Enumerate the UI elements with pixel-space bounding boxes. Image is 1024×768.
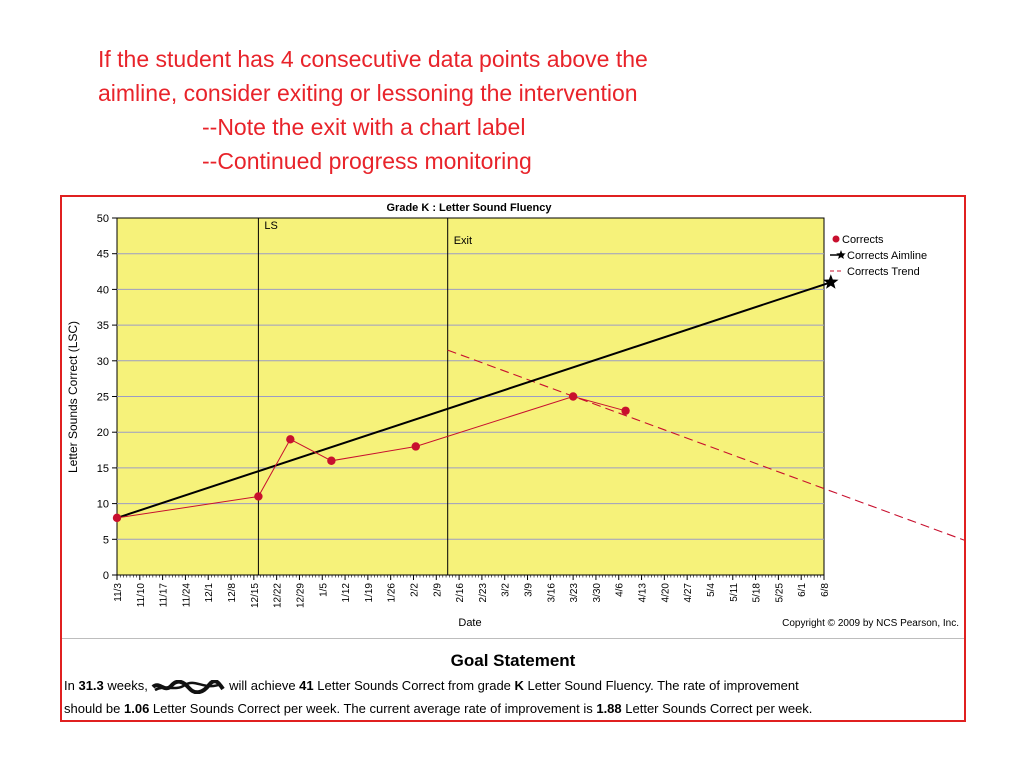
- goal-statement: Goal Statement In 31.3 weeks, will achie…: [62, 638, 964, 716]
- x-tick-label: 2/16: [455, 583, 466, 603]
- chart-legend: Corrects Corrects Aimline Corrects Trend: [830, 234, 927, 278]
- goal-text: Letter Sounds Correct per week.: [621, 700, 813, 716]
- x-tick-label: 12/22: [273, 583, 284, 608]
- goal-text: should be: [64, 700, 124, 716]
- y-tick-label: 40: [97, 284, 109, 296]
- corrects-point: [327, 456, 336, 465]
- x-tick-label: 11/17: [159, 583, 170, 608]
- x-tick-label: 4/20: [660, 583, 671, 603]
- x-tick-label: 1/26: [387, 583, 398, 603]
- goal-statement-title: Goal Statement: [450, 651, 576, 670]
- phase-line-label: LS: [264, 220, 277, 232]
- x-tick-label: 6/8: [820, 583, 831, 597]
- x-tick-label: 11/24: [181, 583, 192, 608]
- corrects-point: [286, 435, 295, 444]
- x-tick-label: 3/16: [546, 583, 557, 603]
- x-tick-label: 1/19: [364, 583, 375, 603]
- corrects-point: [411, 442, 420, 451]
- x-tick-label: 3/23: [569, 583, 580, 603]
- goal-text: Letter Sound Fluency. The rate of improv…: [523, 678, 799, 693]
- instruction-line-3: --Note the exit with a chart label: [202, 114, 526, 140]
- corrects-point: [254, 492, 263, 501]
- x-tick-label: 3/9: [524, 583, 535, 597]
- x-tick-label: 1/12: [341, 583, 352, 603]
- x-tick-label: 5/25: [774, 583, 785, 603]
- phase-line-label: Exit: [454, 235, 472, 247]
- y-tick-label: 45: [97, 249, 109, 261]
- aimline: [116, 281, 832, 519]
- goal-roi-current: 1.88: [596, 700, 622, 716]
- x-tick-label: 5/4: [706, 583, 717, 597]
- copyright-text: Copyright © 2009 by NCS Pearson, Inc.: [782, 618, 959, 629]
- y-tick-label: 10: [97, 499, 109, 511]
- goal-text: Letter Sounds Correct from grade: [313, 678, 515, 693]
- x-tick-label: 11/3: [113, 583, 124, 602]
- x-tick-label: 2/9: [432, 583, 443, 597]
- x-tick-label: 5/11: [729, 583, 740, 602]
- x-tick-label: 4/13: [638, 583, 649, 603]
- progress-chart: Grade K : Letter Sound Fluency 0 5 10 15 20 2…: [66, 202, 964, 629]
- x-tick-label: 4/6: [615, 583, 626, 597]
- instruction-line-1: If the student has 4 consecutive data po…: [98, 46, 648, 72]
- legend-corrects-marker: [832, 235, 840, 243]
- corrects-point: [568, 392, 578, 401]
- chart-title: Grade K : Letter Sound Fluency: [386, 202, 552, 214]
- x-axis-ticks: 11/3 11/10 11/17 11/24 12/1 12/8 12/15 12/22 12/…: [113, 575, 831, 608]
- x-tick-label: 12/1: [204, 583, 215, 603]
- slide-instructions: If the student has 4 consecutive data po…: [98, 42, 648, 178]
- x-axis-label: Date: [458, 617, 481, 629]
- legend-corrects-label: Corrects: [842, 234, 884, 246]
- y-tick-label: 0: [103, 570, 109, 582]
- goal-statement-line-1: In 31.3 weeks, will achieve 41 Letter So…: [64, 678, 964, 694]
- goal-text: In: [64, 678, 79, 693]
- redacted-student-name: [152, 679, 226, 694]
- y-tick-label: 15: [97, 463, 109, 475]
- y-tick-label: 5: [103, 534, 109, 546]
- progress-report: Grade K : Letter Sound Fluency 0 5 10 15 20 2…: [60, 195, 966, 722]
- goal-grade: K: [514, 678, 524, 693]
- goal-statement-line-2: should be 1.06 Letter Sounds Correct per…: [64, 701, 964, 716]
- x-tick-label: 5/18: [752, 583, 763, 603]
- x-tick-label: 3/30: [592, 583, 603, 603]
- goal-weeks: 31.3: [78, 678, 104, 693]
- goal-target: 41: [299, 678, 314, 693]
- corrects-point: [112, 513, 122, 523]
- trend-line: [447, 349, 964, 541]
- x-tick-label: 3/2: [501, 583, 512, 597]
- y-tick-label: 20: [97, 427, 109, 439]
- goal-text: will achieve: [225, 678, 300, 693]
- x-tick-label: 4/27: [683, 583, 694, 603]
- instruction-line-2: aimline, consider exiting or lessoning t…: [98, 80, 638, 106]
- y-axis-ticks: 0 5 10 15 20 25 30 35 40 45 50: [97, 213, 117, 582]
- x-tick-label: 12/29: [295, 583, 306, 608]
- x-tick-label: 11/10: [136, 583, 147, 608]
- goal-text: Letter Sounds Correct per week. The curr…: [149, 700, 597, 716]
- goal-text: weeks,: [103, 678, 152, 693]
- x-tick-label: 2/2: [409, 583, 420, 597]
- y-tick-label: 35: [97, 320, 109, 332]
- instruction-line-4: --Continued progress monitoring: [202, 148, 532, 174]
- x-tick-label: 2/23: [478, 583, 489, 603]
- gridlines: [117, 253, 824, 540]
- y-tick-label: 30: [97, 356, 109, 368]
- x-tick-label: 1/5: [318, 583, 329, 597]
- y-tick-label: 25: [97, 392, 109, 404]
- y-tick-label: 50: [97, 213, 109, 225]
- legend-aimline-marker: [836, 250, 846, 259]
- phase-lines: LS Exit: [257, 218, 472, 575]
- legend-trend-label: Corrects Trend: [847, 266, 920, 278]
- aimline-goal-marker: [823, 274, 839, 289]
- series-layer: [112, 274, 964, 541]
- goal-roi-target: 1.06: [124, 700, 150, 716]
- corrects-point: [621, 406, 630, 415]
- x-tick-label: 12/8: [227, 583, 238, 603]
- legend-aimline-label: Corrects Aimline: [847, 250, 927, 262]
- x-tick-label: 12/15: [250, 583, 261, 608]
- y-axis-label: Letter Sounds Correct (LSC): [66, 321, 80, 473]
- x-tick-label: 6/1: [797, 583, 808, 597]
